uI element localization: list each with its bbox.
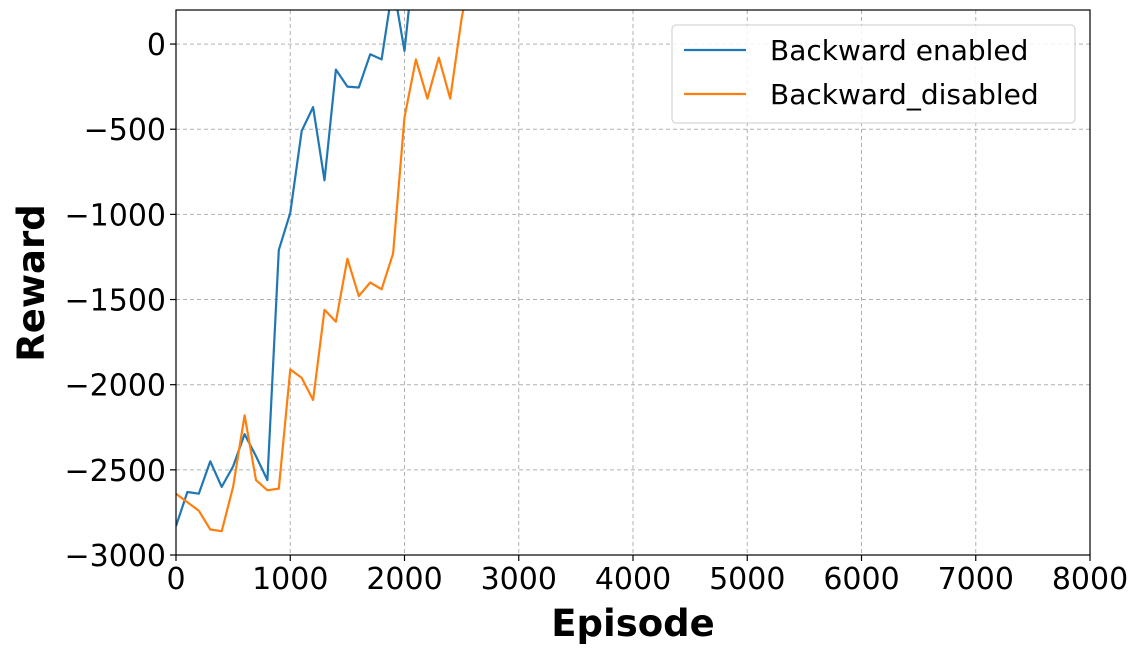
legend-label-backward-enabled: Backward enabled xyxy=(770,34,1028,67)
legend-box xyxy=(671,24,1076,124)
grid xyxy=(176,10,1090,555)
y-tick-label: −500 xyxy=(84,113,166,148)
y-tick-label: −2000 xyxy=(65,369,166,404)
y-tick-label: −3000 xyxy=(65,539,166,574)
series-line-backward-enabled xyxy=(176,10,410,527)
x-tick-label: 0 xyxy=(166,562,185,597)
x-tick-label: 7000 xyxy=(938,562,1014,597)
x-tick-label: 2000 xyxy=(366,562,442,597)
legend: Backward enabled Backward_disabled xyxy=(671,24,1076,124)
y-tick-label: −1000 xyxy=(65,198,166,233)
y-tick-label: −1500 xyxy=(65,284,166,319)
x-tick-label: 6000 xyxy=(823,562,899,597)
x-tick-label: 4000 xyxy=(595,562,671,597)
series-layer xyxy=(176,10,465,533)
y-axis-label: Reward xyxy=(10,204,53,361)
x-tick-label: 5000 xyxy=(709,562,785,597)
ticks: 0 1000 2000 3000 4000 5000 6000 7000 8000 −3000 −2… xyxy=(65,28,1129,597)
x-axis-label: Episode xyxy=(551,602,714,645)
x-tick-label: 8000 xyxy=(1052,562,1128,597)
y-tick-label: 0 xyxy=(147,28,166,63)
series-line-backward-disabled xyxy=(176,10,465,533)
legend-label-backward-disabled: Backward_disabled xyxy=(770,78,1039,111)
x-tick-label: 1000 xyxy=(252,562,328,597)
x-tick-label: 3000 xyxy=(481,562,557,597)
y-tick-label: −2500 xyxy=(65,454,166,489)
